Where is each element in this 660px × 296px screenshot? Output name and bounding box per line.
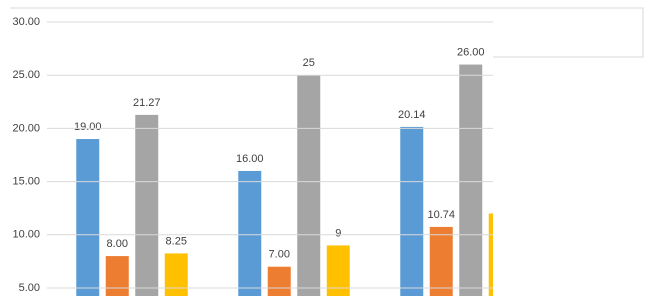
bar (429, 226, 453, 296)
y-tick-label: 25.00 (12, 69, 40, 81)
bar (164, 253, 188, 296)
data-label: 26.00 (457, 46, 485, 58)
data-label: 8.25 (166, 235, 187, 247)
bar (459, 64, 483, 296)
bar (105, 256, 129, 296)
bar (267, 266, 291, 296)
data-label: 10.74 (427, 209, 455, 221)
y-tick-label: 30.00 (12, 16, 40, 28)
data-label: 16.00 (236, 153, 264, 165)
y-tick-label: 10.00 (12, 229, 40, 241)
data-label: 21.27 (133, 97, 161, 109)
plot-area: 19.00 16.00 20.14 8.00 7.00 10.74 21.27 25 26.00… (74, 46, 506, 296)
bar (135, 114, 159, 296)
y-tick-label: 15.00 (12, 176, 40, 188)
bar (297, 75, 321, 296)
y-tick-label: 5.00 (19, 282, 40, 294)
data-label: 8.00 (107, 238, 128, 250)
data-label: 20.14 (398, 109, 426, 121)
data-label: 19.00 (74, 121, 102, 133)
data-label: 25 (303, 57, 315, 69)
data-label: 12 (494, 195, 506, 207)
bar (326, 245, 350, 296)
bar (488, 213, 493, 296)
bar (76, 139, 100, 296)
bar (238, 170, 262, 296)
y-tick-label: 20.00 (12, 122, 40, 134)
bar (400, 126, 424, 296)
chart-frame (10, 7, 644, 58)
data-label: 9 (335, 227, 341, 239)
data-label: 7.00 (269, 249, 290, 261)
